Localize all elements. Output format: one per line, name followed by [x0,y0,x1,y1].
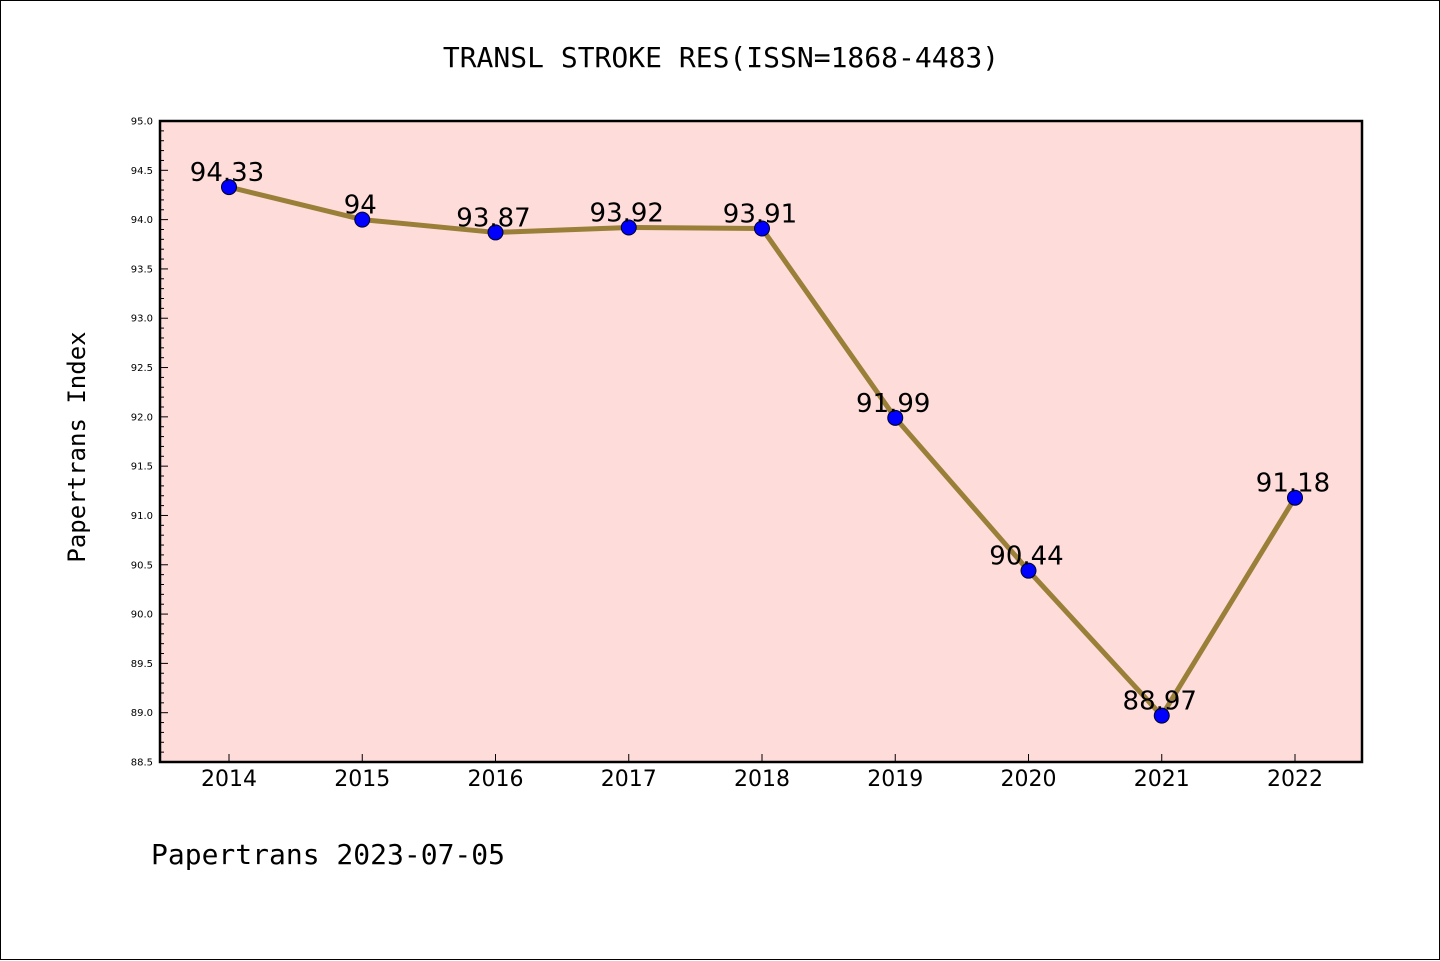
data-label: 91.18 [1256,469,1330,499]
x-tick-label: 2017 [601,767,657,792]
y-tick-label: 89.0 [131,708,153,719]
y-tick-label: 92.0 [131,412,153,423]
x-tick-label: 2020 [1001,767,1057,792]
data-label: 93.91 [723,199,797,229]
x-axis: 2014 2015 2016 2017 2018 2019 2020 2021 2022 [201,754,1323,792]
data-point [1153,707,1170,724]
data-label: 90.44 [989,542,1063,572]
data-label: 93.92 [590,199,664,229]
data-point [487,224,504,241]
x-tick-label: 2021 [1134,767,1190,792]
data-label: 94.33 [190,158,264,188]
data-point [221,179,237,196]
y-tick-label: 91.5 [131,462,153,473]
data-point [887,409,904,426]
y-tick-label: 91.0 [131,511,153,522]
y-tick-label: 89.5 [131,659,153,670]
data-labels: 94.33 94 93.87 93.92 93.91 91.99 90.44 88.97 91.… [190,158,1330,717]
y-tick-label: 94.5 [131,166,153,177]
data-point [354,211,371,228]
y-tick-label: 95.0 [131,117,153,128]
y-tick-label: 93.5 [131,264,153,275]
data-point [1287,489,1303,506]
x-tick-label: 2015 [334,767,390,792]
chart-title: TRANSL STROKE RES(ISSN=1868-4483) [443,41,999,74]
x-tick-label: 2022 [1267,767,1323,792]
y-tick-label: 88.5 [131,758,153,769]
y-axis-label: Papertrans Index [63,331,91,562]
data-point [620,219,637,236]
x-tick-label: 2014 [201,767,257,792]
series-papertrans-index [221,179,1303,724]
footer-source-date: Papertrans 2023-07-05 [151,838,505,871]
y-tick-label: 90.0 [131,610,153,621]
x-tick-label: 2018 [734,767,790,792]
x-tick-label: 2019 [867,767,923,792]
x-tick-label: 2016 [468,767,524,792]
y-tick-label: 94.0 [131,215,153,226]
data-label: 94 [344,191,377,221]
y-tick-label: 90.5 [131,560,153,571]
data-label: 88.97 [1123,687,1197,717]
y-axis: 88.5 89.0 89.5 90.0 90.5 91.0 91.5 92.0 92.5 93.0… [131,117,168,769]
data-label: 93.87 [456,203,530,233]
data-point [1020,562,1037,579]
data-point [754,220,770,237]
data-label: 91.99 [856,389,930,419]
y-tick-label: 92.5 [131,363,153,374]
y-tick-label: 93.0 [131,314,153,325]
